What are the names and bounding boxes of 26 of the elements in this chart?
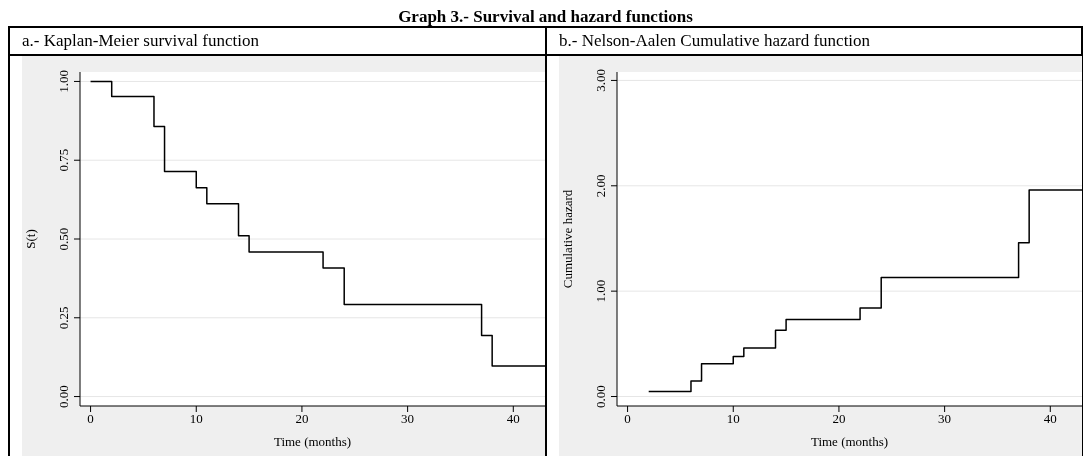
x-axis-title: Time (months) (273, 434, 352, 449)
y-tick-label: 2.00 (593, 174, 608, 198)
x-tick-label: 40 (506, 411, 520, 427)
x-tick-label: 30 (938, 411, 952, 427)
x-tick-label: 0 (87, 411, 94, 427)
y-tick-label: 0.75 (56, 148, 71, 172)
x-tick-label: 10 (726, 411, 740, 427)
x-axis-title: Time (months) (810, 434, 889, 449)
x-tick-label: 20 (832, 411, 846, 427)
chart-title: a.- Kaplan-Meier survival function (10, 28, 545, 56)
y-tick-label: 0.25 (56, 306, 71, 330)
x-tick-label: 10 (189, 411, 203, 427)
x-tick-label: 40 (1043, 411, 1057, 427)
y-axis-title: Cumulative hazard (559, 189, 575, 289)
y-tick-label: 3.00 (593, 69, 608, 92)
y-tick-label: 0.50 (56, 227, 71, 251)
y-tick-label: 0.00 (593, 385, 608, 408)
y-tick-label: 1.00 (593, 279, 608, 303)
caption: Graph 3.- Survival and hazard functions (397, 7, 694, 26)
chart-title: b.- Nelson-Aalen Cumulative hazard function (547, 28, 1082, 56)
x-tick-label: 0 (624, 411, 631, 427)
x-tick-label: 30 (401, 411, 415, 427)
y-tick-label: 0.00 (56, 385, 71, 408)
y-axis-title: S(t) (22, 229, 38, 249)
y-tick-label: 1.00 (56, 70, 71, 93)
x-tick-label: 20 (295, 411, 309, 427)
